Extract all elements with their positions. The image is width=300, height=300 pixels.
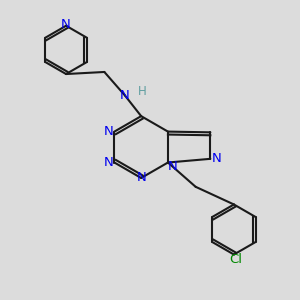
Text: H: H — [138, 85, 147, 98]
Text: N: N — [61, 18, 71, 31]
Text: Cl: Cl — [229, 253, 242, 266]
Text: N: N — [104, 156, 114, 169]
Text: N: N — [136, 172, 146, 184]
Text: N: N — [104, 125, 114, 138]
Text: N: N — [167, 160, 177, 172]
Text: N: N — [212, 152, 222, 165]
Text: N: N — [120, 89, 130, 102]
